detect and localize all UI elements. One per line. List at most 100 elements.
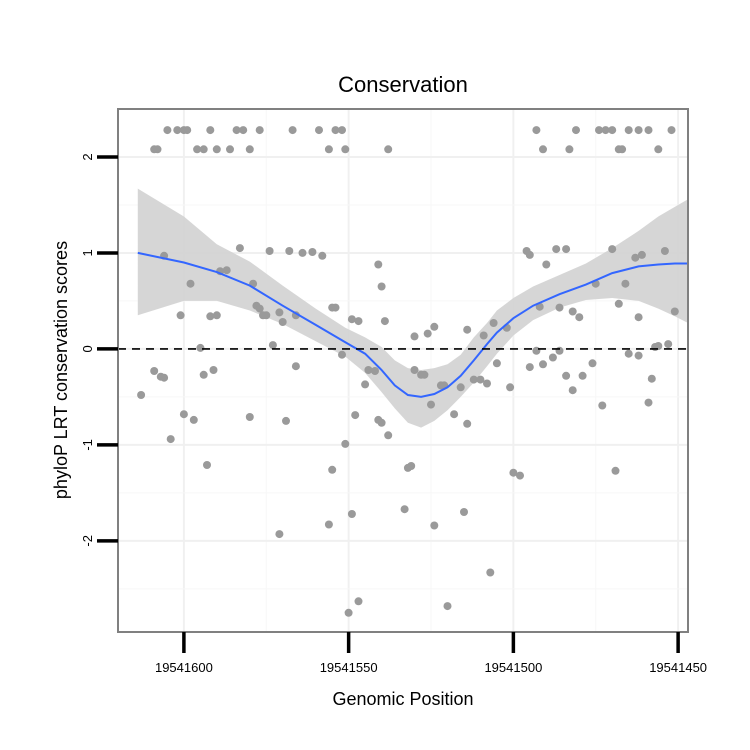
data-point: [183, 126, 192, 135]
data-points-layer: [137, 126, 679, 617]
data-point: [259, 311, 267, 320]
data-point: [278, 318, 287, 326]
data-point: [288, 126, 297, 135]
data-point: [654, 145, 663, 154]
data-point: [539, 360, 547, 369]
data-point: [265, 247, 274, 255]
y-tick-label: -1: [80, 439, 95, 451]
data-point: [199, 145, 208, 154]
data-point: [595, 126, 603, 135]
data-point: [460, 508, 468, 516]
data-point: [568, 386, 577, 395]
confidence-band-layer: [137, 188, 689, 428]
data-point: [565, 145, 574, 154]
data-point: [189, 415, 198, 424]
data-point: [179, 410, 188, 419]
data-point: [525, 363, 534, 372]
data-point: [255, 304, 264, 313]
data-point: [245, 413, 254, 421]
data-point: [463, 419, 472, 428]
data-point: [427, 400, 435, 409]
y-tick-label: -2: [80, 535, 95, 547]
data-point: [232, 126, 241, 135]
data-point: [611, 466, 620, 475]
data-point: [572, 126, 580, 135]
x-axis-title: Genomic Position: [332, 689, 473, 709]
data-point: [374, 260, 383, 269]
data-point: [364, 366, 373, 374]
data-point: [203, 461, 211, 469]
data-point: [344, 608, 353, 617]
data-point: [618, 145, 627, 154]
data-point: [525, 250, 534, 259]
data-point: [516, 471, 524, 480]
data-point: [384, 145, 393, 154]
y-axis-ticks: -2 -1 0 1 2: [80, 153, 118, 547]
data-point: [479, 331, 488, 340]
data-point: [282, 416, 290, 425]
data-point: [469, 375, 478, 384]
data-point: [575, 313, 584, 322]
data-point: [532, 126, 541, 135]
data-point: [361, 380, 370, 389]
data-point: [410, 366, 419, 374]
smooth-fit-line: [137, 251, 688, 398]
data-point: [400, 505, 409, 514]
data-point: [456, 383, 465, 392]
data-point: [486, 568, 495, 577]
data-point: [331, 126, 340, 135]
data-point: [614, 299, 623, 308]
data-point: [532, 346, 541, 355]
data-point: [651, 343, 660, 351]
x-tick-label: 19541600: [155, 660, 213, 675]
data-point: [338, 126, 346, 135]
data-point: [315, 126, 323, 135]
data-point: [568, 307, 577, 316]
data-point: [631, 253, 640, 262]
data-point: [222, 266, 231, 275]
data-point: [285, 247, 294, 255]
data-point: [667, 126, 676, 135]
data-point: [239, 126, 248, 135]
confidence-band: [137, 188, 689, 428]
data-point: [644, 126, 653, 135]
data-point: [410, 332, 419, 341]
data-point: [476, 375, 485, 384]
data-point: [608, 126, 617, 135]
data-point: [644, 398, 653, 407]
data-point: [235, 244, 244, 253]
data-point: [420, 370, 429, 379]
x-tick-label: 19541500: [484, 660, 542, 675]
data-point: [634, 351, 643, 360]
data-point: [206, 126, 215, 135]
data-point: [539, 145, 547, 154]
y-tick-label: 1: [80, 249, 95, 256]
data-point: [664, 340, 673, 349]
data-point: [552, 245, 561, 254]
data-point: [324, 145, 333, 154]
data-point: [548, 353, 557, 362]
data-point: [186, 279, 195, 288]
x-axis-ticks: 19541600 19541550 19541500 19541450: [155, 632, 707, 675]
data-point: [318, 251, 327, 260]
data-point: [212, 311, 221, 320]
data-point: [634, 313, 643, 322]
data-point: [163, 126, 172, 135]
data-point: [483, 379, 491, 388]
y-axis-title: phyloP LRT conservation scores: [51, 241, 71, 499]
data-point: [423, 329, 432, 338]
data-point: [601, 126, 610, 135]
data-point: [660, 247, 669, 255]
data-point: [624, 126, 633, 135]
data-point: [176, 311, 185, 320]
y-tick-label: 2: [80, 153, 95, 160]
data-point: [212, 145, 221, 154]
data-point: [308, 248, 317, 256]
data-point: [275, 530, 284, 539]
data-point: [506, 383, 515, 392]
data-point: [193, 145, 202, 154]
data-point: [443, 602, 452, 611]
data-point: [291, 362, 300, 371]
data-point: [226, 145, 234, 154]
